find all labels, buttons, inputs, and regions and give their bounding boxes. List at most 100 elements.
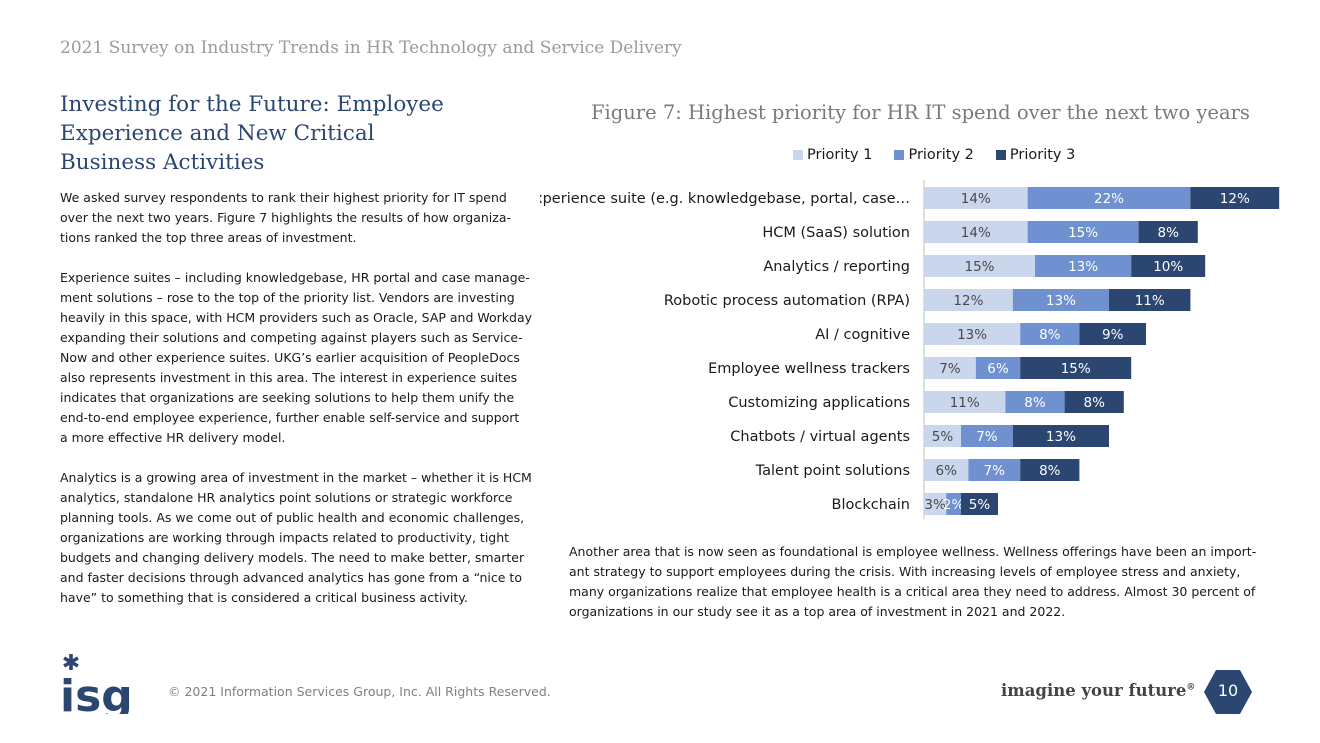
bar-segment bbox=[961, 493, 998, 515]
text-line: end-to-end employee experience, further … bbox=[60, 410, 520, 425]
data-label: 15% bbox=[964, 259, 994, 275]
registered-mark: ® bbox=[1186, 682, 1196, 693]
section-title-line: Experience and New Critical bbox=[60, 121, 375, 146]
bar-segment bbox=[1012, 289, 1109, 311]
data-label: 12% bbox=[1220, 191, 1250, 207]
bar-segment bbox=[1005, 391, 1065, 413]
bar-segment bbox=[924, 289, 1013, 311]
text-line: We asked survey respondents to rank thei… bbox=[60, 190, 507, 205]
data-label: 6% bbox=[987, 361, 1009, 377]
body-text-left: We asked survey respondents to rank thei… bbox=[60, 188, 533, 628]
text-line: also represents investment in this area.… bbox=[60, 370, 518, 385]
text-line: budgets and changing delivery models. Th… bbox=[60, 550, 525, 565]
text-line: many organizations realize that employee… bbox=[569, 584, 1256, 599]
legend-label: Priority 2 bbox=[908, 147, 974, 163]
category-label: Blockchain bbox=[832, 497, 910, 513]
bar-segment bbox=[1027, 187, 1191, 209]
copyright-text: © 2021 Information Services Group, Inc. … bbox=[168, 684, 551, 699]
legend-label: Priority 1 bbox=[807, 147, 873, 163]
legend-item-priority-2: Priority 2 bbox=[894, 147, 974, 163]
category-label: Robotic process automation (RPA) bbox=[664, 293, 910, 309]
bar-segment bbox=[924, 493, 947, 515]
data-label: 9% bbox=[1102, 327, 1124, 343]
body-text-right: Another area that is now seen as foundat… bbox=[569, 542, 1269, 642]
section-title-line: Business Activities bbox=[60, 150, 265, 175]
text-line: indicates that organizations are seeking… bbox=[60, 390, 515, 405]
page-badge-hexagon bbox=[1204, 670, 1252, 714]
isg-logo: isg bbox=[60, 654, 133, 714]
text-line: have” to something that is considered a … bbox=[60, 590, 468, 605]
legend-swatch bbox=[894, 150, 905, 160]
tagline-text: imagine your future bbox=[1001, 681, 1187, 700]
running-header: 2021 Survey on Industry Trends in HR Tec… bbox=[60, 38, 682, 58]
data-label: 13% bbox=[1068, 259, 1098, 275]
bar-segment bbox=[1131, 255, 1206, 277]
category-label: Talent point solutions bbox=[755, 463, 910, 479]
text-line: over the next two years. Figure 7 highli… bbox=[60, 210, 512, 225]
bar-segment bbox=[1012, 425, 1109, 447]
data-label: 10% bbox=[1153, 259, 1183, 275]
text-line: planning tools. As we come out of public… bbox=[60, 510, 525, 525]
bar-segment bbox=[924, 221, 1028, 243]
bar-segment bbox=[1020, 323, 1080, 345]
bar-segment bbox=[924, 391, 1006, 413]
text-line: a more effective HR delivery model. bbox=[60, 430, 286, 445]
data-label: 14% bbox=[961, 191, 991, 207]
paragraph-analytics: Analytics is a growing area of investmen… bbox=[60, 468, 532, 608]
bar-segment bbox=[1027, 221, 1139, 243]
text-line: Analytics is a growing area of investmen… bbox=[60, 470, 532, 485]
bar-segment bbox=[1190, 187, 1280, 209]
data-label: 5% bbox=[932, 429, 954, 445]
text-line: Now and other experience suites. UKG’s e… bbox=[60, 350, 520, 365]
bar-segment bbox=[1138, 221, 1198, 243]
bar-segment bbox=[968, 459, 1021, 481]
data-label: 8% bbox=[1024, 395, 1046, 411]
category-label: Experience suite (e.g. knowledgebase, po… bbox=[540, 191, 910, 207]
bar-segment bbox=[1020, 357, 1132, 379]
legend-swatch bbox=[793, 150, 803, 160]
tagline: imagine your future® bbox=[1001, 681, 1195, 700]
text-line: Experience suites – including knowledgeb… bbox=[60, 270, 530, 285]
chart-legend: Priority 1 Priority 2 Priority 3 bbox=[793, 147, 1075, 163]
data-label: 13% bbox=[1046, 293, 1076, 309]
data-label: 15% bbox=[1061, 361, 1091, 377]
asterisk-icon bbox=[63, 654, 79, 670]
data-label: 12% bbox=[953, 293, 983, 309]
category-label: HCM (SaaS) solution bbox=[762, 225, 910, 241]
text-line: organizations in our study see it as a t… bbox=[569, 604, 1066, 619]
legend-item-priority-1: Priority 1 bbox=[793, 147, 872, 163]
data-label: 22% bbox=[1094, 191, 1124, 207]
legend-swatch bbox=[995, 150, 1006, 160]
bar-segment bbox=[924, 357, 976, 379]
data-label: 8% bbox=[1039, 327, 1061, 343]
data-label: 6% bbox=[935, 463, 957, 479]
data-label: 5% bbox=[969, 497, 991, 513]
figure-title: Figure 7: Highest priority for HR IT spe… bbox=[591, 101, 1250, 124]
text-line: heavily in this space, with HCM provider… bbox=[60, 310, 533, 325]
page-number: 10 bbox=[1217, 681, 1239, 700]
text-line: tions ranked the top three areas of inve… bbox=[60, 230, 357, 245]
text-line: ment solutions – rose to the top of the … bbox=[60, 290, 515, 305]
bar-segment bbox=[946, 493, 961, 515]
data-label: 7% bbox=[976, 429, 998, 445]
data-label: 8% bbox=[1083, 395, 1105, 411]
category-label: AI / cognitive bbox=[815, 327, 910, 343]
legend-label: Priority 3 bbox=[1009, 147, 1076, 163]
text-line: organizations are working through impact… bbox=[60, 530, 510, 545]
bar-segment bbox=[924, 187, 1028, 209]
paragraph-wellness: Another area that is now seen as foundat… bbox=[569, 542, 1269, 622]
paragraph-intro: We asked survey respondents to rank thei… bbox=[60, 188, 530, 248]
stacked-bar-chart: Experience suite (e.g. knowledgebase, po… bbox=[540, 180, 1280, 519]
data-label: 11% bbox=[1135, 293, 1165, 309]
text-line: ant strategy to support employees during… bbox=[569, 564, 1241, 579]
text-line: analytics, standalone HR analytics point… bbox=[60, 490, 513, 505]
bar-segment bbox=[975, 357, 1021, 379]
data-label: 8% bbox=[1157, 225, 1179, 241]
bar-segment bbox=[1079, 323, 1146, 345]
bar-segment bbox=[1020, 459, 1080, 481]
category-label: Chatbots / virtual agents bbox=[730, 429, 910, 445]
legend-item-priority-3: Priority 3 bbox=[995, 147, 1076, 163]
data-label: 3% bbox=[924, 497, 946, 513]
section-title: Investing for the Future: Employee Exper… bbox=[60, 90, 490, 177]
text-line: Another area that is now seen as foundat… bbox=[569, 544, 1257, 559]
